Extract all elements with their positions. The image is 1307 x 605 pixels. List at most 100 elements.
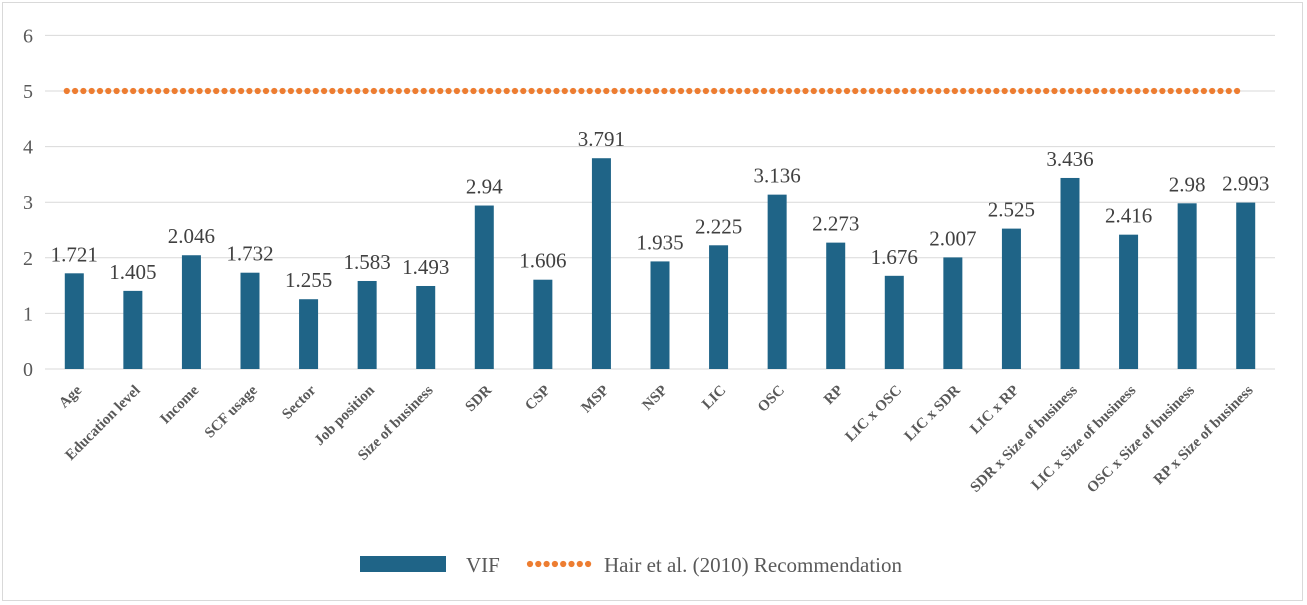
recommendation-dot	[1001, 87, 1008, 95]
bars	[64, 158, 1256, 369]
recommendation-dot	[744, 87, 751, 95]
recommendation-dot	[918, 87, 925, 95]
recommendation-dot	[296, 87, 303, 95]
bar	[591, 158, 611, 369]
recommendation-dot	[320, 87, 328, 95]
data-label: 2.993	[1222, 172, 1269, 196]
recommendation-dot	[1051, 87, 1058, 95]
recommendation-dot	[603, 87, 610, 95]
recommendation-dot	[586, 87, 593, 95]
recommendation-dot	[553, 87, 560, 95]
recommendation-dot	[96, 87, 104, 95]
bar	[474, 205, 494, 369]
recommendation-dot	[453, 87, 460, 95]
recommendation-dot	[237, 87, 245, 95]
y-tick-label: 6	[23, 25, 33, 47]
recommendation-dot	[1101, 87, 1108, 95]
recommendation-dot	[370, 87, 377, 95]
recommendation-dot	[113, 87, 120, 95]
data-label: 1.721	[51, 242, 98, 266]
recommendation-dot	[661, 87, 668, 95]
recommendation-dot	[1209, 87, 1216, 95]
bar	[1119, 234, 1139, 369]
recommendation-dot	[594, 87, 602, 95]
recommendation-dot	[387, 87, 394, 95]
recommendation-dot	[1184, 87, 1191, 95]
recommendation-dot	[619, 87, 626, 95]
recommendation-dot	[337, 87, 344, 95]
recommendation-dot	[711, 87, 718, 95]
recommendation-dot	[221, 87, 228, 95]
recommendation-dot	[578, 87, 585, 95]
recommendation-dot	[171, 87, 178, 95]
legend-dot	[526, 560, 534, 568]
recommendation-dot	[246, 87, 253, 95]
recommendation-dot	[495, 87, 502, 95]
legend-dot	[535, 560, 542, 568]
recommendation-dot	[545, 87, 552, 95]
recommendation-dot	[1059, 87, 1066, 95]
bar	[240, 272, 260, 369]
x-category-label: OSC	[755, 383, 788, 416]
bar	[1001, 228, 1021, 369]
bar	[299, 299, 319, 369]
recommendation-dot	[1225, 87, 1232, 95]
bar	[650, 261, 670, 369]
recommendation-dot	[188, 87, 195, 95]
recommendation-dot	[528, 87, 535, 95]
recommendation-dot	[80, 87, 87, 95]
recommendation-dot	[951, 87, 958, 95]
data-label: 2.416	[1105, 204, 1152, 228]
recommendation-dot	[428, 87, 436, 95]
legend-dot	[568, 560, 575, 568]
legend-label-recommendation: Hair et al. (2010) Recommendation	[604, 553, 902, 577]
recommendation-dot	[1217, 87, 1224, 95]
legend-label-vif: VIF	[466, 553, 500, 577]
x-category-label: SCF usage	[202, 382, 261, 441]
recommendation-dot	[561, 87, 568, 95]
bar	[357, 280, 377, 369]
recommendation-dot	[943, 87, 950, 95]
legend-dot	[560, 560, 567, 568]
recommendation-dot	[204, 87, 211, 95]
recommendation-dot	[304, 87, 311, 95]
x-category-label: LIC x Size of business	[1028, 382, 1139, 493]
recommendation-dot	[976, 87, 983, 95]
data-label: 1.255	[285, 268, 332, 292]
recommendation-dot	[470, 87, 477, 95]
recommendation-dot	[1175, 87, 1183, 95]
recommendation-dot	[1092, 87, 1100, 95]
bar	[181, 255, 201, 369]
data-label: 1.405	[109, 260, 156, 284]
recommendation-dot	[179, 87, 187, 95]
recommendation-dot	[536, 87, 543, 95]
recommendation-dot	[1200, 87, 1207, 95]
recommendation-dot	[727, 87, 734, 95]
x-category-label: OSC x Size of business	[1084, 382, 1198, 496]
recommendation-dot	[752, 87, 759, 95]
recommendation-dot	[860, 87, 867, 95]
recommendation-dot	[926, 87, 934, 95]
recommendation-dot	[1142, 87, 1149, 95]
y-axis-ticks: 0 1 2 3 4 5 6	[23, 25, 33, 381]
x-category-label: RP x Size of business	[1151, 382, 1257, 488]
recommendation-dot	[138, 87, 145, 95]
recommendation-dot	[935, 87, 942, 95]
recommendation-dot	[769, 87, 776, 95]
recommendation-dot	[130, 87, 137, 95]
recommendation-dot	[960, 87, 967, 95]
recommendation-dot	[462, 87, 469, 95]
bar	[1060, 177, 1080, 369]
recommendation-dot	[1043, 87, 1050, 95]
recommendation-dot	[121, 87, 128, 95]
recommendation-dot	[802, 87, 809, 95]
recommendation-dot	[1159, 87, 1166, 95]
recommendation-dot	[511, 87, 519, 95]
recommendation-dot	[503, 87, 510, 95]
recommendation-dot	[1117, 87, 1124, 95]
recommendation-dot	[877, 87, 884, 95]
recommendation-dot	[329, 87, 336, 95]
recommendation-dot	[794, 87, 801, 95]
recommendation-dot	[611, 87, 618, 95]
